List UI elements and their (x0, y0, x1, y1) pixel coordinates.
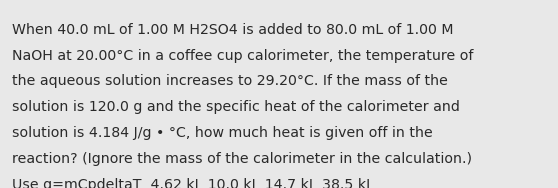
Text: reaction? (Ignore the mass of the calorimeter in the calculation.): reaction? (Ignore the mass of the calori… (12, 152, 472, 166)
Text: When 40.0 mL of 1.00 M H2SO4 is added to 80.0 mL of 1.00 M: When 40.0 mL of 1.00 M H2SO4 is added to… (12, 23, 454, 36)
Text: solution is 120.0 g and the specific heat of the calorimeter and: solution is 120.0 g and the specific hea… (12, 100, 460, 114)
Text: NaOH at 20.00°C in a coffee cup calorimeter, the temperature of: NaOH at 20.00°C in a coffee cup calorime… (12, 49, 474, 62)
Text: the aqueous solution increases to 29.20°C. If the mass of the: the aqueous solution increases to 29.20°… (12, 74, 448, 88)
Text: solution is 4.184 J/g • °C, how much heat is given off in the: solution is 4.184 J/g • °C, how much hea… (12, 126, 433, 140)
Text: Use q=mCpdeltaT  4.62 kJ  10.0 kJ  14.7 kJ  38.5 kJ: Use q=mCpdeltaT 4.62 kJ 10.0 kJ 14.7 kJ … (12, 178, 371, 188)
